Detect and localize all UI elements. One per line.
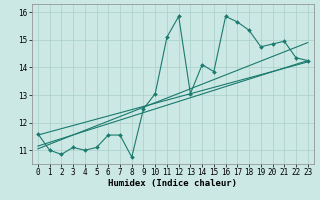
X-axis label: Humidex (Indice chaleur): Humidex (Indice chaleur) bbox=[108, 179, 237, 188]
